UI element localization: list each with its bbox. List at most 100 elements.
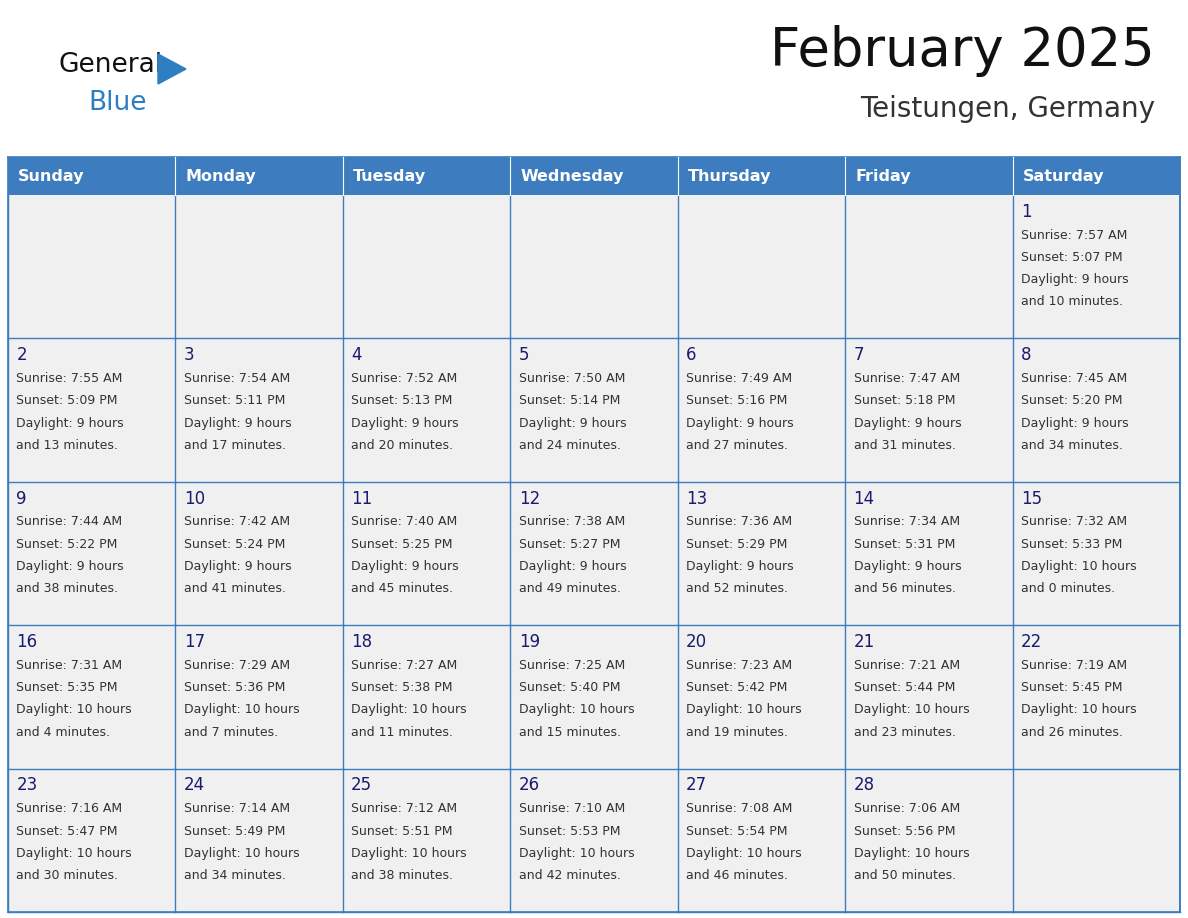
Bar xyxy=(1012,157,1180,195)
Text: and 31 minutes.: and 31 minutes. xyxy=(853,439,955,452)
Bar xyxy=(511,482,677,625)
Bar xyxy=(677,339,845,482)
Text: 16: 16 xyxy=(17,633,38,651)
Text: 24: 24 xyxy=(184,777,204,794)
Text: Daylight: 9 hours: Daylight: 9 hours xyxy=(17,417,124,430)
Text: 21: 21 xyxy=(853,633,874,651)
Text: Daylight: 10 hours: Daylight: 10 hours xyxy=(853,703,969,716)
Text: and 24 minutes.: and 24 minutes. xyxy=(519,439,620,452)
Text: 2: 2 xyxy=(17,346,27,364)
Text: and 34 minutes.: and 34 minutes. xyxy=(184,869,285,882)
Text: Daylight: 9 hours: Daylight: 9 hours xyxy=(352,417,459,430)
Text: Sunrise: 7:50 AM: Sunrise: 7:50 AM xyxy=(519,372,625,385)
Text: and 4 minutes.: and 4 minutes. xyxy=(17,725,110,739)
Text: Sunday: Sunday xyxy=(18,169,84,184)
Bar xyxy=(1012,768,1180,912)
Bar xyxy=(8,482,176,625)
Text: Sunrise: 7:27 AM: Sunrise: 7:27 AM xyxy=(352,659,457,672)
Text: 9: 9 xyxy=(17,489,27,508)
Text: Sunset: 5:42 PM: Sunset: 5:42 PM xyxy=(687,681,788,694)
Text: Sunset: 5:47 PM: Sunset: 5:47 PM xyxy=(17,824,118,837)
Text: Sunrise: 7:42 AM: Sunrise: 7:42 AM xyxy=(184,516,290,529)
Bar xyxy=(1012,339,1180,482)
Text: 4: 4 xyxy=(352,346,361,364)
Text: Daylight: 10 hours: Daylight: 10 hours xyxy=(17,703,132,716)
Text: 5: 5 xyxy=(519,346,529,364)
Text: Sunrise: 7:49 AM: Sunrise: 7:49 AM xyxy=(687,372,792,385)
Text: Daylight: 9 hours: Daylight: 9 hours xyxy=(352,560,459,573)
Text: and 52 minutes.: and 52 minutes. xyxy=(687,582,788,595)
Text: Daylight: 10 hours: Daylight: 10 hours xyxy=(687,846,802,860)
Text: and 41 minutes.: and 41 minutes. xyxy=(184,582,285,595)
Text: Sunrise: 7:38 AM: Sunrise: 7:38 AM xyxy=(519,516,625,529)
Text: Monday: Monday xyxy=(185,169,257,184)
Text: Sunset: 5:22 PM: Sunset: 5:22 PM xyxy=(17,538,118,551)
Text: and 42 minutes.: and 42 minutes. xyxy=(519,869,620,882)
Text: Daylight: 9 hours: Daylight: 9 hours xyxy=(184,560,291,573)
Text: General: General xyxy=(58,52,162,78)
Text: Sunset: 5:56 PM: Sunset: 5:56 PM xyxy=(853,824,955,837)
Text: Daylight: 10 hours: Daylight: 10 hours xyxy=(17,846,132,860)
Bar xyxy=(343,339,511,482)
Text: Daylight: 9 hours: Daylight: 9 hours xyxy=(853,560,961,573)
Text: Sunrise: 7:31 AM: Sunrise: 7:31 AM xyxy=(17,659,122,672)
Text: Sunset: 5:35 PM: Sunset: 5:35 PM xyxy=(17,681,118,694)
Text: Sunset: 5:20 PM: Sunset: 5:20 PM xyxy=(1020,395,1123,408)
Bar xyxy=(176,339,343,482)
Text: and 11 minutes.: and 11 minutes. xyxy=(352,725,453,739)
Text: 11: 11 xyxy=(352,489,373,508)
Text: Thursday: Thursday xyxy=(688,169,771,184)
Text: Sunset: 5:13 PM: Sunset: 5:13 PM xyxy=(352,395,453,408)
Text: 23: 23 xyxy=(17,777,38,794)
Text: Sunrise: 7:21 AM: Sunrise: 7:21 AM xyxy=(853,659,960,672)
Text: 17: 17 xyxy=(184,633,204,651)
Text: Saturday: Saturday xyxy=(1023,169,1104,184)
Bar xyxy=(176,482,343,625)
Text: 18: 18 xyxy=(352,633,372,651)
Text: and 17 minutes.: and 17 minutes. xyxy=(184,439,286,452)
Text: Daylight: 10 hours: Daylight: 10 hours xyxy=(519,846,634,860)
Text: Sunset: 5:27 PM: Sunset: 5:27 PM xyxy=(519,538,620,551)
Text: Sunset: 5:33 PM: Sunset: 5:33 PM xyxy=(1020,538,1123,551)
Bar xyxy=(845,768,1012,912)
Text: Sunrise: 7:06 AM: Sunrise: 7:06 AM xyxy=(853,802,960,815)
Text: 15: 15 xyxy=(1020,489,1042,508)
Text: Sunset: 5:29 PM: Sunset: 5:29 PM xyxy=(687,538,788,551)
Bar xyxy=(176,157,343,195)
Text: Teistungen, Germany: Teistungen, Germany xyxy=(860,95,1155,123)
Bar xyxy=(845,625,1012,768)
Text: and 19 minutes.: and 19 minutes. xyxy=(687,725,788,739)
Bar xyxy=(845,195,1012,339)
Text: and 27 minutes.: and 27 minutes. xyxy=(687,439,788,452)
Text: Daylight: 10 hours: Daylight: 10 hours xyxy=(352,703,467,716)
Bar xyxy=(343,625,511,768)
Bar xyxy=(176,195,343,339)
Text: Daylight: 9 hours: Daylight: 9 hours xyxy=(1020,274,1129,286)
Text: Daylight: 9 hours: Daylight: 9 hours xyxy=(17,560,124,573)
Text: Sunset: 5:31 PM: Sunset: 5:31 PM xyxy=(853,538,955,551)
Text: Sunset: 5:53 PM: Sunset: 5:53 PM xyxy=(519,824,620,837)
Text: Sunset: 5:36 PM: Sunset: 5:36 PM xyxy=(184,681,285,694)
Bar xyxy=(343,195,511,339)
Text: Sunset: 5:07 PM: Sunset: 5:07 PM xyxy=(1020,251,1123,264)
Text: 8: 8 xyxy=(1020,346,1031,364)
Text: and 10 minutes.: and 10 minutes. xyxy=(1020,296,1123,308)
Text: Sunset: 5:38 PM: Sunset: 5:38 PM xyxy=(352,681,453,694)
Text: Daylight: 10 hours: Daylight: 10 hours xyxy=(853,846,969,860)
Text: Daylight: 10 hours: Daylight: 10 hours xyxy=(184,703,299,716)
Bar xyxy=(1012,625,1180,768)
Text: Sunset: 5:25 PM: Sunset: 5:25 PM xyxy=(352,538,453,551)
Text: Sunrise: 7:57 AM: Sunrise: 7:57 AM xyxy=(1020,229,1127,241)
Text: Daylight: 10 hours: Daylight: 10 hours xyxy=(519,703,634,716)
Text: and 30 minutes.: and 30 minutes. xyxy=(17,869,119,882)
Text: Sunrise: 7:36 AM: Sunrise: 7:36 AM xyxy=(687,516,792,529)
Bar xyxy=(677,625,845,768)
Text: Sunrise: 7:45 AM: Sunrise: 7:45 AM xyxy=(1020,372,1127,385)
Text: Sunrise: 7:34 AM: Sunrise: 7:34 AM xyxy=(853,516,960,529)
Bar xyxy=(1012,195,1180,339)
Text: Tuesday: Tuesday xyxy=(353,169,426,184)
Bar xyxy=(511,625,677,768)
Bar xyxy=(845,339,1012,482)
Text: 20: 20 xyxy=(687,633,707,651)
Text: Sunrise: 7:12 AM: Sunrise: 7:12 AM xyxy=(352,802,457,815)
